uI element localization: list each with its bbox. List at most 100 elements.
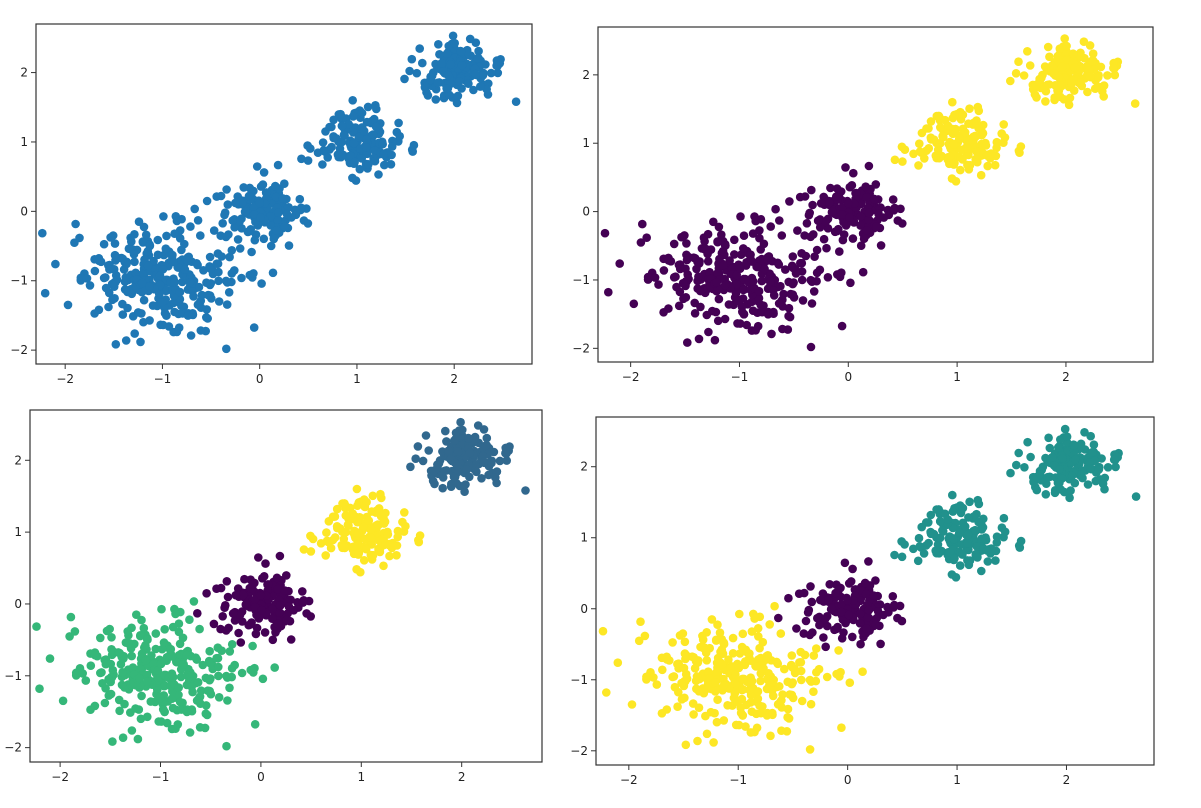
data-point	[258, 574, 267, 583]
data-point	[138, 237, 148, 246]
data-point	[973, 553, 982, 562]
data-point	[871, 180, 881, 189]
data-point	[142, 677, 152, 686]
data-point	[227, 246, 237, 255]
data-point	[450, 458, 460, 468]
data-point	[977, 130, 986, 140]
data-point	[864, 208, 874, 218]
data-point	[186, 331, 196, 340]
data-point	[344, 119, 353, 129]
data-point	[153, 235, 163, 245]
data-point	[221, 276, 231, 286]
y-tick-label: 2	[580, 460, 588, 474]
data-point	[179, 660, 188, 669]
data-point	[843, 596, 852, 605]
data-point	[807, 299, 817, 308]
data-point	[327, 142, 336, 152]
data-point	[349, 138, 359, 148]
data-point	[669, 239, 679, 249]
data-point	[135, 674, 144, 683]
data-point	[126, 644, 136, 653]
data-point	[348, 509, 358, 518]
data-point	[71, 668, 81, 678]
data-point	[330, 512, 340, 521]
data-point	[643, 272, 653, 282]
data-point	[1091, 476, 1101, 486]
data-point	[245, 583, 255, 593]
data-point	[147, 651, 156, 660]
data-point	[696, 302, 705, 312]
data-point	[143, 712, 152, 722]
data-point	[835, 247, 844, 256]
data-point	[991, 556, 1000, 565]
data-point	[441, 426, 450, 436]
data-point	[702, 656, 712, 665]
data-point	[777, 231, 787, 240]
data-point	[137, 649, 147, 659]
data-point	[931, 151, 941, 160]
data-point	[126, 233, 135, 243]
data-point	[965, 104, 974, 113]
data-point	[713, 237, 722, 246]
data-point	[1065, 93, 1075, 103]
data-point	[172, 216, 182, 226]
data-point	[931, 546, 940, 555]
data-point	[266, 241, 276, 251]
data-point	[781, 265, 790, 274]
data-point	[355, 164, 365, 174]
data-point	[196, 686, 206, 695]
data-point	[218, 612, 227, 621]
data-point	[864, 161, 874, 171]
data-point	[654, 280, 663, 289]
data-point	[629, 299, 639, 309]
data-point	[861, 589, 871, 599]
data-point	[719, 260, 728, 270]
data-point	[478, 71, 488, 80]
data-point	[380, 160, 389, 170]
data-point	[45, 654, 55, 663]
data-point	[714, 294, 724, 304]
data-point	[710, 335, 720, 345]
data-point	[32, 622, 41, 631]
data-point	[327, 122, 336, 132]
data-point	[604, 287, 613, 297]
data-point	[977, 525, 987, 534]
data-point	[943, 121, 953, 130]
data-point	[1025, 61, 1035, 70]
data-point	[86, 705, 95, 714]
data-point	[1019, 71, 1029, 80]
data-point	[796, 258, 805, 268]
data-point	[976, 170, 986, 180]
data-point	[172, 327, 182, 337]
data-point	[774, 613, 783, 623]
data-point	[127, 726, 137, 735]
data-point	[235, 610, 245, 619]
data-point	[453, 91, 463, 101]
axes-frame	[29, 409, 543, 763]
data-point	[1043, 42, 1053, 52]
data-point	[1088, 49, 1098, 58]
data-point	[938, 526, 947, 535]
points-group	[598, 424, 1141, 754]
data-point	[434, 40, 443, 49]
data-point	[168, 622, 178, 632]
data-point	[673, 702, 682, 711]
data-point	[268, 268, 278, 278]
data-point	[443, 70, 453, 80]
data-point	[1057, 62, 1067, 71]
data-point	[827, 604, 837, 613]
data-point	[469, 85, 478, 95]
data-point	[1056, 485, 1066, 494]
data-point	[159, 681, 169, 691]
data-point	[1096, 62, 1106, 72]
data-point	[1079, 37, 1089, 46]
data-point	[392, 551, 401, 560]
data-point	[376, 512, 386, 521]
data-point	[745, 649, 754, 658]
data-point	[823, 595, 833, 605]
data-point	[104, 302, 113, 312]
data-point	[662, 655, 672, 664]
data-point	[408, 147, 418, 156]
data-point	[395, 131, 405, 141]
data-point	[706, 707, 716, 717]
